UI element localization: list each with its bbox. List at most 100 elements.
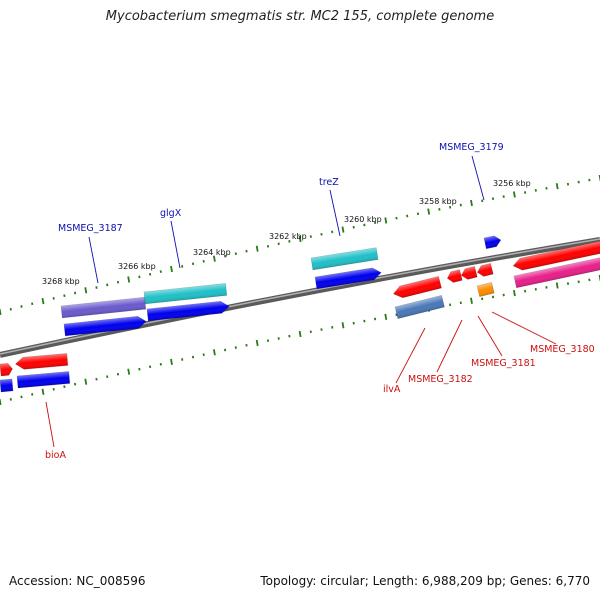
tick-inner [512,289,516,297]
tick-outer [127,276,131,283]
leader-line [471,155,485,201]
genes-value: 6,770 [555,574,590,588]
tick-outer [224,254,227,258]
tick-inner [191,355,195,359]
genes-label: Genes: [509,574,552,588]
tick-inner [234,346,237,349]
tick-outer [438,208,441,211]
cds-msmeg-3182-shine [447,269,463,283]
cds-blue-1-shine [64,316,147,336]
gene-label-trez[interactable]: treZ [319,177,339,188]
tick-outer [191,262,195,266]
tick-outer [566,182,570,186]
tick-outer [84,287,88,294]
tick-inner [331,326,334,329]
tick-inner [149,365,152,369]
tick-outer [212,255,216,262]
topology-value: circular [320,574,365,588]
kbp-tick-label: 3268 kbp [42,277,80,286]
gene-label-msmeg-3182[interactable]: MSMEG_3182 [408,374,473,385]
tick-outer [416,212,420,216]
tick-inner [9,398,12,401]
genome-stats: Topology: circular; Length: 6,988,209 bp… [260,574,590,588]
accession-label: Accession: [9,574,73,588]
tick-outer [374,221,377,225]
tick-inner [566,282,570,285]
cds-msmeg-3179-shine [484,235,501,249]
tick-outer [181,265,184,268]
tick-inner [298,330,302,338]
tick-outer [384,217,388,224]
tick-outer [31,302,34,306]
cds-red-small-2-shine [461,266,478,280]
cds-biota-shine [15,353,68,370]
tick-inner [52,387,55,391]
cds-blue-3-shine [315,267,382,289]
tick-inner [459,301,462,305]
gene-label-msmeg-3187[interactable]: MSMEG_3187 [58,223,123,234]
tick-outer [41,297,45,305]
tick-outer [245,249,248,253]
tick-inner [588,278,591,282]
tick-outer [255,245,259,252]
tick-inner [320,328,323,331]
tick-inner [74,382,77,386]
tick-outer [159,270,162,273]
length-value: 6,988,209 bp [421,574,502,588]
tick-outer [449,205,452,209]
cds-msmeg-3180-orange-shine [477,282,495,297]
genome-backbone [0,237,600,358]
tick-outer [577,180,580,184]
gene-label-bioa[interactable]: bioA [45,450,66,461]
tick-inner [524,289,527,293]
tick-inner [481,297,484,301]
tick-inner [138,367,141,371]
tick-inner [127,368,131,375]
kbp-tick-label: 3264 kbp [193,248,231,257]
tick-outer [524,191,527,194]
gene-label-msmeg-3180[interactable]: MSMEG_3180 [530,344,595,355]
gene-label-group: MSMEG_3187 glgX treZ MSMEG_3179 bioA ilvA MSME… [45,142,595,461]
gene-label-msmeg-3179[interactable]: MSMEG_3179 [439,142,504,153]
tick-inner [212,349,216,356]
tick-outer [170,265,173,273]
tick-outer [545,186,548,190]
cds-msmeg-3181-shine [477,263,494,277]
tick-outer [277,242,280,246]
tick-outer [555,183,559,190]
topology-label: Topology: [260,574,317,588]
tick-outer [534,189,537,192]
genome-backbone-highlight [0,238,600,355]
tick-outer [63,294,66,298]
cds-trez-shine [311,247,379,270]
tick-outer [352,225,355,229]
cds-blue-edge-shine [0,378,14,392]
tick-outer [588,178,591,182]
tick-outer [149,272,152,276]
cds-ilva-shine [393,276,442,298]
tick-outer [395,216,398,220]
gene-label-ilva[interactable]: ilvA [383,384,401,395]
gene-label-msmeg-3181[interactable]: MSMEG_3181 [471,358,536,369]
kbp-tick-label: 3258 kbp [419,197,457,206]
tick-outer [266,244,270,248]
tick-inner [245,343,248,347]
tick-outer [459,203,462,207]
tick-inner [363,319,366,323]
kbp-tick-label: 3262 kbp [269,232,307,241]
leader-line [491,311,557,345]
cds-blue-left-shine [17,371,70,388]
tick-inner [266,339,270,343]
tick-outer [502,195,505,198]
gene-label-glgx[interactable]: glgX [160,208,182,219]
tick-inner [170,358,173,365]
cds-red-right-1-shine [513,241,600,271]
accession-value: NC_008596 [76,574,146,588]
tick-inner [255,339,259,347]
tick-outer [20,305,23,308]
cds-steel-shine [395,295,445,319]
leader-line [395,327,426,384]
tick-inner [63,385,66,389]
tick-outer [95,286,98,289]
tick-inner [545,286,548,289]
